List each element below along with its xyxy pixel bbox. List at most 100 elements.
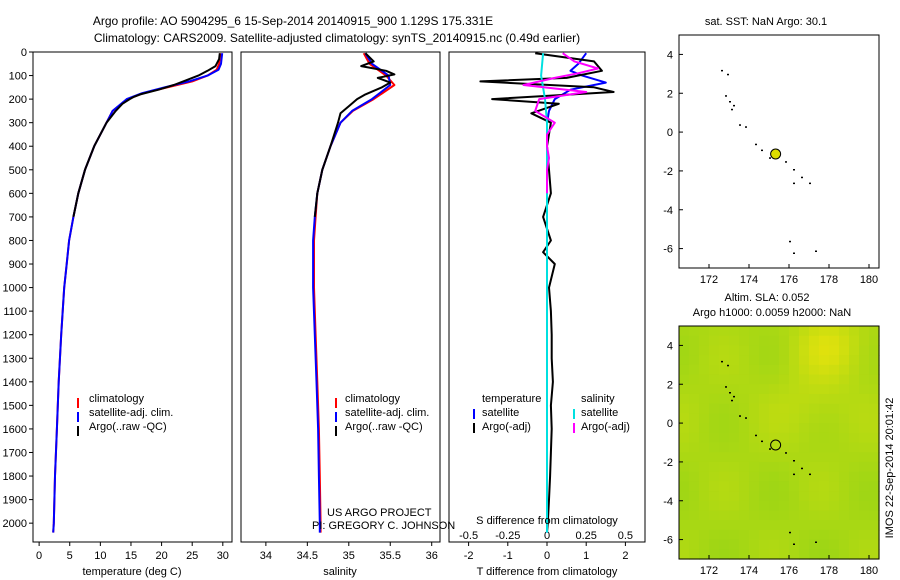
heatmap-cell (699, 335, 710, 347)
heatmap-cell (869, 432, 880, 444)
s-difference-axis-ticks: -0.5 -0.25 0 0.25 0.5 (459, 530, 633, 542)
heatmap-cell (809, 423, 820, 434)
heatmap-cell (839, 326, 850, 337)
heatmap-cell (829, 355, 840, 366)
heatmap-cell (839, 461, 850, 473)
heatmap-cell (689, 393, 700, 405)
heatmap-cell (679, 345, 690, 356)
heatmap-cell (749, 510, 760, 521)
heatmap-cell (859, 432, 870, 444)
heatmap-cell (799, 520, 810, 531)
heatmap-cell (749, 442, 760, 453)
heatmap-cell (729, 539, 740, 550)
heatmap-cell (809, 510, 820, 521)
map-x-tick-label: 178 (820, 274, 838, 286)
heatmap-cell (799, 529, 810, 541)
heatmap-cell (809, 452, 820, 463)
heatmap-cell (839, 335, 850, 347)
heatmap-cell (869, 374, 880, 385)
island-dot (785, 452, 787, 454)
heatmap-cell (819, 364, 830, 376)
heatmap-cell (749, 393, 760, 405)
heatmap-cell (689, 491, 700, 502)
heatmap-cell (869, 539, 880, 550)
heatmap-cell (709, 364, 720, 376)
heatmap-cell (679, 520, 690, 531)
heatmap-cell (719, 326, 730, 337)
heatmap-cell (779, 403, 790, 414)
heatmap-cell (809, 326, 820, 337)
heatmap-cell (699, 355, 710, 366)
heatmap-cell (759, 539, 770, 550)
legend-argo-label: Argo(..raw -QC) (345, 421, 423, 433)
heatmap-cell (799, 355, 810, 366)
sst-location-map: sat. SST: NaN Argo: 30.1 172 174 176 178 180… (663, 16, 880, 286)
x-tick-label: 15 (125, 550, 137, 562)
heatmap-cell (749, 345, 760, 356)
heatmap-cell (719, 374, 730, 385)
heatmap-cell (739, 500, 750, 512)
heatmap-cell (779, 432, 790, 444)
heatmap-cell (789, 442, 800, 453)
heatmap-cell (819, 326, 830, 337)
legend-salinity-satellite-label: satellite (581, 407, 618, 419)
heatmap-cell (839, 442, 850, 453)
y-tick-label: 600 (9, 188, 27, 200)
heatmap-cell (759, 413, 770, 424)
heatmap-cell (769, 481, 780, 492)
heatmap-cell (769, 520, 780, 531)
heatmap-cell (829, 384, 840, 395)
heatmap-cell (729, 413, 740, 424)
heatmap-cell (679, 529, 690, 541)
heatmap-cell (679, 442, 690, 453)
heatmap-cell (809, 413, 820, 424)
y-tick-label: 1400 (3, 377, 27, 389)
heatmap-cell (869, 413, 880, 424)
figure-title-line1: Argo profile: AO 5904295_6 15-Sep-2014 2… (93, 14, 493, 28)
map-y-tick-label: 2 (667, 379, 673, 391)
heatmap-cell (709, 500, 720, 512)
map-x-tick-label: 174 (740, 274, 758, 286)
heatmap-cell (689, 432, 700, 444)
map-y-tick-label: 2 (667, 88, 673, 100)
island-dot (761, 149, 763, 152)
heatmap-cell (729, 471, 740, 482)
heatmap-cell (749, 326, 760, 337)
heatmap-cell (809, 345, 820, 356)
x-tick-label: -2 (464, 550, 474, 562)
heatmap-cell (799, 549, 810, 560)
heatmap-cell (779, 549, 790, 560)
heatmap-cell (839, 539, 850, 550)
island-dot (793, 473, 795, 476)
heatmap-cell (839, 520, 850, 531)
island-dot (793, 460, 795, 462)
heatmap-cell (779, 529, 790, 541)
heatmap-cell (699, 393, 710, 405)
heatmap-cell (869, 481, 880, 492)
heatmap-cell (689, 520, 700, 531)
heatmap-cell (859, 403, 870, 414)
heatmap-cell (699, 452, 710, 463)
heatmap-cell (829, 413, 840, 424)
heatmap-cell (859, 529, 870, 541)
heatmap-cell (799, 335, 810, 347)
heatmap-cell (789, 510, 800, 521)
heatmap-cell (829, 432, 840, 444)
heatmap-cell (869, 549, 880, 560)
heatmap-cell (709, 374, 720, 385)
heatmap-cell (869, 384, 880, 395)
heatmap-cell (719, 539, 730, 550)
heatmap-cell (819, 510, 830, 521)
heatmap-cell (829, 452, 840, 463)
heatmap-cell (729, 549, 740, 560)
heatmap-cell (809, 481, 820, 492)
x-tick-label: 36 (426, 550, 438, 562)
heatmap-cell (859, 510, 870, 521)
island-dot (755, 143, 757, 146)
heatmap-cell (739, 326, 750, 337)
heatmap-cell (769, 539, 780, 550)
heatmap-cell (769, 471, 780, 482)
heatmap-cell (729, 345, 740, 356)
heatmap-cell (809, 491, 820, 502)
heatmap-cell (779, 364, 790, 376)
